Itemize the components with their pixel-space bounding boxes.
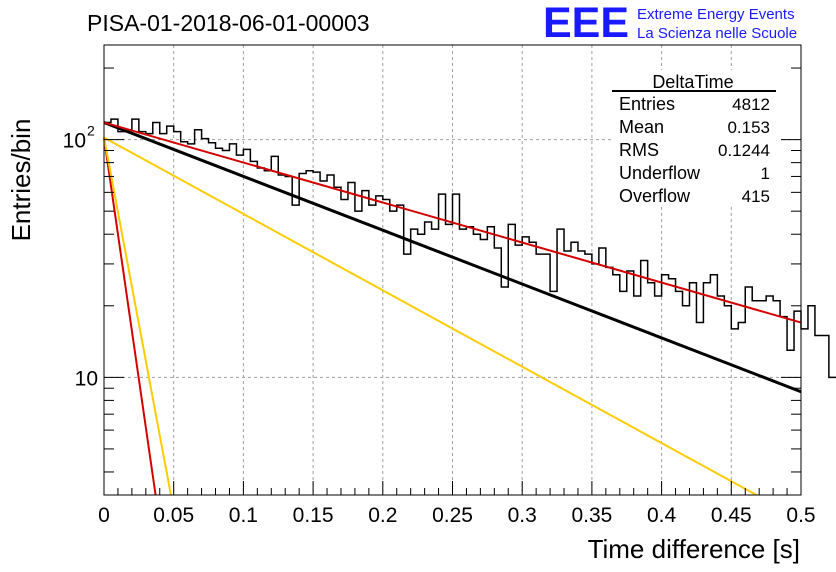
histogram <box>104 118 836 379</box>
grid <box>104 45 801 495</box>
stats-label: Overflow <box>619 186 691 206</box>
fit-line-orange-slow <box>103 136 757 496</box>
x-tick-label: 0.45 <box>711 504 752 527</box>
x-tick-label: 0.05 <box>153 504 194 527</box>
stats-label: RMS <box>619 140 659 160</box>
fit-line-red-fast <box>103 137 157 496</box>
stats-value: 0.1244 <box>718 141 770 160</box>
x-tick-label: 0.4 <box>647 504 677 527</box>
chart-title: PISA-01-2018-06-01-00003 <box>87 10 370 36</box>
y-tick-label: 10 <box>75 367 98 390</box>
logo-mark: EEE <box>543 0 629 47</box>
stats-box: DeltaTime Entries 4812 Mean 0.153 RMS 0.1244 U… <box>611 70 781 206</box>
logo-line2: La Scienza nelle Scuole <box>637 25 797 42</box>
stats-value: 415 <box>742 187 770 206</box>
fit-lines <box>103 121 802 496</box>
fit-line-orange-fast <box>103 137 172 496</box>
fit-line-red-slow <box>103 121 802 324</box>
y-tick-label-exponent: 2 <box>87 123 95 139</box>
x-tick-label: 0.1 <box>229 504 258 527</box>
stats-label: Underflow <box>619 163 701 183</box>
x-axis-label: Time difference [s] <box>588 534 800 564</box>
x-tick-label: 0.35 <box>571 504 612 527</box>
stats-label: Entries <box>619 94 675 114</box>
histogram-outline <box>104 118 836 379</box>
y-tick-label: 10 <box>63 130 86 153</box>
stats-title: DeltaTime <box>652 72 733 92</box>
stats-label: Mean <box>619 117 664 137</box>
stats-value: 4812 <box>732 95 770 114</box>
x-tick-label: 0.25 <box>432 504 473 527</box>
x-tick-label: 0.5 <box>786 504 815 527</box>
x-tick-label: 0.2 <box>368 504 397 527</box>
axis-ticks <box>103 67 802 495</box>
tick-labels: 0 0.05 0.1 0.15 0.2 0.25 0.3 0.35 0.4 0.45 0.51010… <box>63 123 816 527</box>
eee-logo: EEE Extreme Energy Events La Scienza nel… <box>543 0 797 47</box>
logo-line1: Extreme Energy Events <box>637 6 795 23</box>
fit-line-fit <box>103 121 802 394</box>
stats-value: 0.153 <box>727 118 770 137</box>
stats-value: 1 <box>761 164 770 183</box>
x-tick-label: 0.15 <box>293 504 334 527</box>
y-axis-label: Entries/bin <box>6 119 36 242</box>
x-tick-label: 0.3 <box>508 504 537 527</box>
x-tick-label: 0 <box>98 504 110 527</box>
